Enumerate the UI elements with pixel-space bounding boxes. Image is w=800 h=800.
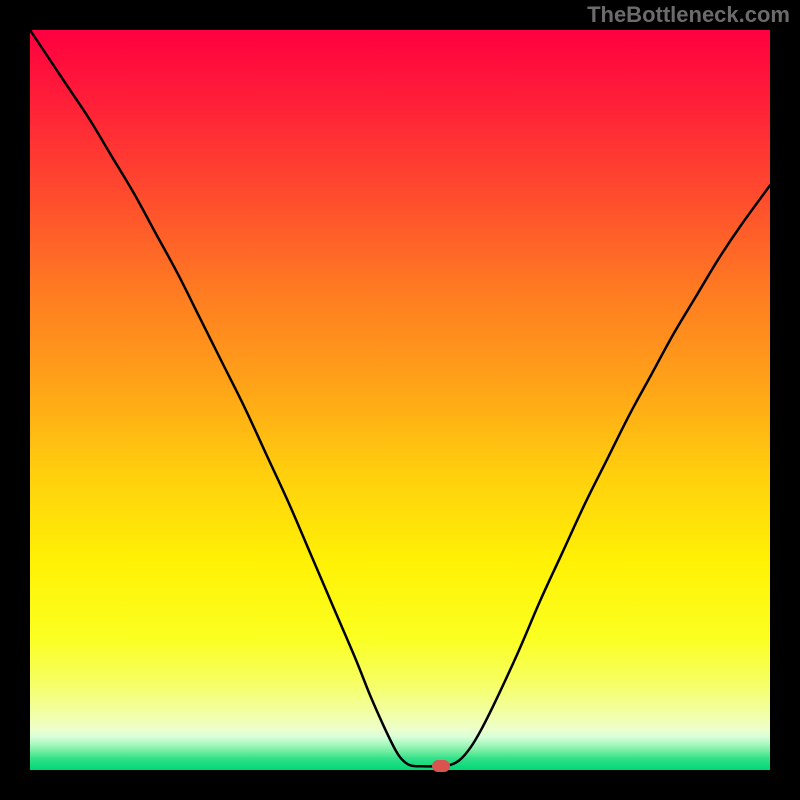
plot-area [30, 30, 770, 770]
watermark-text: TheBottleneck.com [587, 2, 790, 28]
gradient-rect [30, 30, 770, 770]
gradient-background [30, 30, 770, 770]
chart-frame: TheBottleneck.com [0, 0, 800, 800]
bottleneck-marker [432, 760, 450, 772]
